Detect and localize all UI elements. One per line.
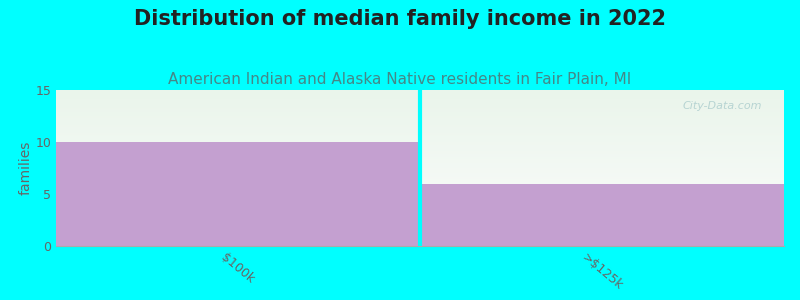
Text: American Indian and Alaska Native residents in Fair Plain, MI: American Indian and Alaska Native reside…	[168, 72, 632, 87]
Text: City-Data.com: City-Data.com	[682, 101, 762, 111]
Bar	[420, 184, 784, 246]
Bar	[56, 142, 420, 246]
Text: Distribution of median family income in 2022: Distribution of median family income in …	[134, 9, 666, 29]
Y-axis label: families: families	[18, 141, 33, 195]
